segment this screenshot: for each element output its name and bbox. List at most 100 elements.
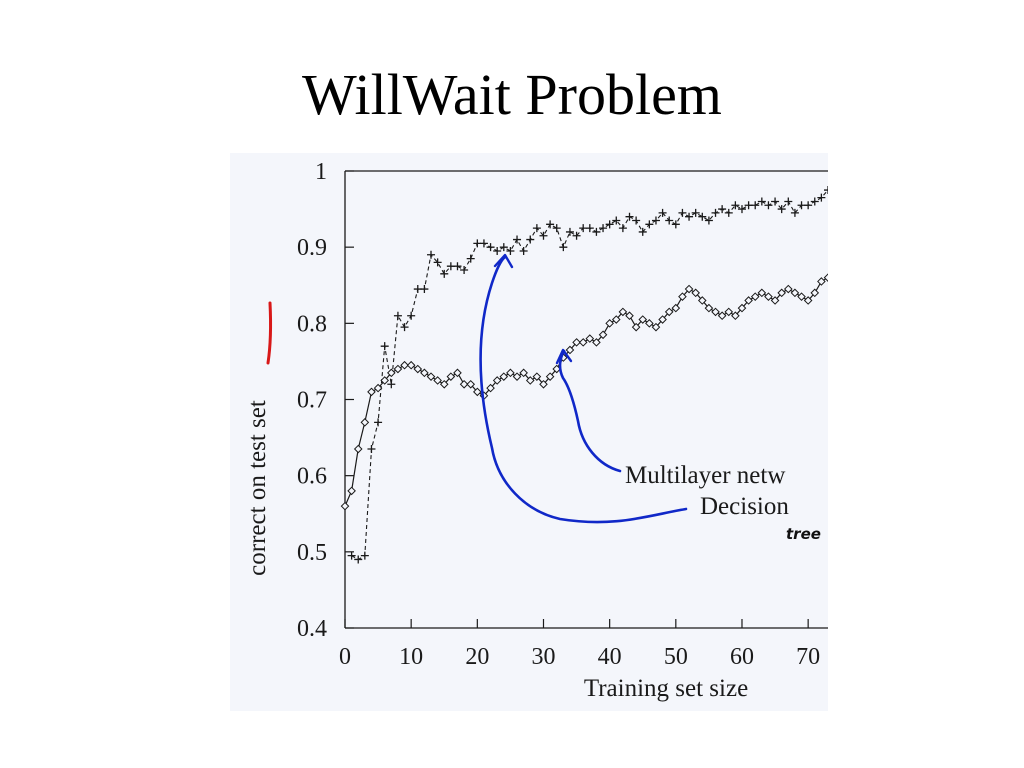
data-point-plus [771,197,780,206]
data-point-diamond [625,311,634,321]
data-point-diamond [764,292,773,301]
data-point-diamond [790,288,800,298]
data-point-plus [651,216,660,225]
data-point-plus [460,266,469,275]
data-point-plus [440,269,449,278]
data-point-diamond [684,284,694,294]
data-point-diamond [717,311,727,321]
data-point-plus [678,208,687,217]
data-point-diamond [347,486,356,496]
legend-label-decision: Decision [700,493,789,520]
data-point-plus [387,380,396,389]
data-point-diamond [519,368,528,378]
data-point-plus [790,208,799,217]
data-point-diamond [466,379,476,389]
data-point-diamond [678,292,687,301]
data-point-diamond [446,372,456,381]
data-point-plus [599,224,608,233]
data-point-plus [751,201,760,210]
data-point-diamond [486,383,495,393]
data-point-plus [374,418,383,427]
data-point-diamond [592,338,601,347]
data-point-diamond [506,368,515,378]
data-point-plus [453,262,462,271]
data-point-plus [559,243,568,252]
data-point-plus [757,197,766,206]
data-point-plus [552,224,561,233]
data-point-diamond [618,307,628,317]
data-point-diamond [605,319,614,328]
data-point-diamond [645,319,654,328]
data-point-diamond [532,372,542,381]
y-tick-label: 0.7 [297,388,327,414]
data-point-diamond [539,379,548,389]
data-point-plus [519,246,528,255]
data-point-plus [420,285,429,294]
data-point-diamond [664,307,674,317]
annotation-arrow-multilayer [558,349,622,473]
x-tick-label: 20 [465,644,489,670]
data-point-plus [433,258,442,267]
axes [344,170,828,629]
data-point-diamond [737,303,747,313]
data-point-plus [645,220,654,229]
data-point-plus [407,311,416,320]
data-point-diamond [671,303,681,313]
data-point-plus [546,220,555,229]
data-point-plus [698,212,707,221]
data-point-plus [347,551,356,560]
data-point-diamond [439,379,449,389]
data-point-plus [367,445,376,454]
data-point-diamond [353,444,363,454]
data-point-plus [691,208,700,217]
series-multilayer-network [340,273,828,511]
data-point-diamond [810,288,820,298]
data-point-diamond [413,364,423,374]
data-point-plus [671,220,680,229]
data-point-plus [565,227,574,236]
data-point-diamond [387,368,396,378]
data-point-diamond [426,372,436,381]
data-point-plus [784,197,793,206]
data-point-plus [479,239,488,248]
data-point-plus [685,212,694,221]
y-tick-label: 0.4 [297,616,327,642]
data-point-plus [777,205,786,214]
x-tick-label: 30 [531,644,555,670]
data-point-diamond [473,387,482,397]
data-point-plus [466,254,475,263]
data-point-plus [764,201,773,210]
data-point-diamond [797,292,806,301]
data-point-plus [486,243,495,252]
data-point-plus [393,311,402,320]
data-point-diamond [731,311,740,321]
arrowhead-icon [493,253,514,269]
data-point-plus [824,186,828,195]
data-point-plus [592,227,601,236]
data-point-diamond [803,296,813,305]
y-tick-label: 0.9 [297,235,327,261]
data-point-diamond [360,418,370,427]
data-point-plus [810,197,819,206]
annotations [266,253,688,524]
data-point-diamond [757,288,767,298]
data-point-diamond [565,345,575,355]
data-point-plus [493,246,502,255]
data-point-diamond [598,330,608,340]
data-point-diamond [777,288,786,298]
data-point-plus [737,205,746,214]
data-point-plus [711,208,720,217]
arrowhead-icon [555,348,573,365]
data-point-diamond [711,307,720,317]
data-point-diamond [704,303,714,313]
data-point-plus [704,216,713,225]
data-point-plus [731,201,740,210]
data-point-diamond [373,383,383,393]
y-axis-label: correct on test set [244,400,271,576]
data-point-plus [400,323,409,332]
data-point-diamond [631,322,641,332]
data-point-diamond [340,501,350,511]
data-point-plus [585,224,594,233]
data-point-diamond [572,338,581,347]
legend-label-multilayer: Multilayer netw [625,462,785,489]
